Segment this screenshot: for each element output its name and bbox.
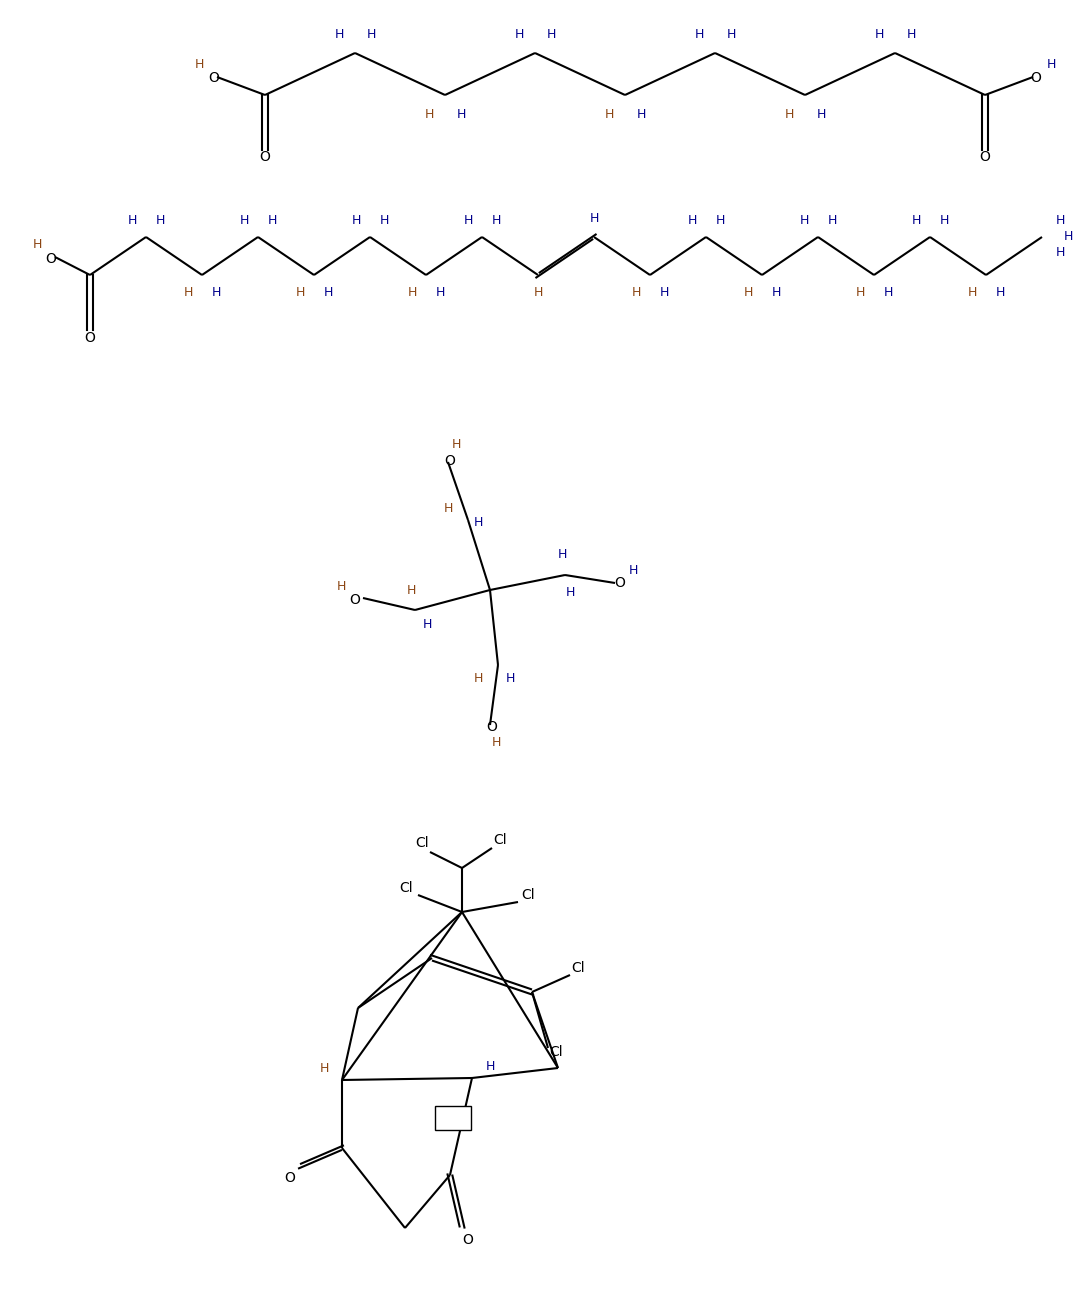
Text: O: O <box>462 1233 473 1248</box>
Text: H: H <box>906 29 916 42</box>
Text: H: H <box>694 29 704 42</box>
Text: H: H <box>492 737 500 750</box>
Text: H: H <box>566 587 574 600</box>
Text: H: H <box>514 29 523 42</box>
Text: H: H <box>451 438 461 451</box>
Text: As: As <box>446 1112 460 1124</box>
Text: O: O <box>259 150 270 164</box>
Text: H: H <box>715 213 725 226</box>
Text: H: H <box>422 619 432 632</box>
Text: H: H <box>856 286 864 299</box>
Text: H: H <box>319 1062 329 1074</box>
Text: H: H <box>473 516 483 529</box>
Text: H: H <box>637 108 645 121</box>
Text: H: H <box>827 213 837 226</box>
Text: H: H <box>628 565 638 578</box>
Text: H: H <box>351 213 361 226</box>
Text: O: O <box>284 1171 295 1184</box>
Text: H: H <box>335 29 343 42</box>
Text: Cl: Cl <box>493 833 507 848</box>
Text: H: H <box>995 286 1005 299</box>
Text: H: H <box>726 29 736 42</box>
Text: H: H <box>407 583 415 596</box>
Text: H: H <box>1055 246 1065 259</box>
Text: H: H <box>408 286 416 299</box>
Text: H: H <box>444 501 452 515</box>
Text: H: H <box>967 286 977 299</box>
Text: O: O <box>85 332 96 345</box>
Text: H: H <box>772 286 780 299</box>
Text: H: H <box>457 108 465 121</box>
Text: H: H <box>33 238 41 251</box>
Text: H: H <box>659 286 668 299</box>
Text: H: H <box>485 1059 495 1073</box>
Text: H: H <box>194 58 204 71</box>
Text: H: H <box>816 108 826 121</box>
FancyBboxPatch shape <box>435 1105 471 1130</box>
Text: O: O <box>350 594 361 607</box>
Text: H: H <box>337 579 346 592</box>
Text: H: H <box>590 212 598 225</box>
Text: H: H <box>604 108 614 121</box>
Text: H: H <box>379 213 389 226</box>
Text: H: H <box>1064 230 1073 243</box>
Text: H: H <box>533 287 543 300</box>
Text: H: H <box>557 549 567 562</box>
Text: Cl: Cl <box>399 880 413 895</box>
Text: Cl: Cl <box>521 888 535 901</box>
Text: O: O <box>46 251 57 266</box>
Text: H: H <box>473 672 483 686</box>
Text: H: H <box>546 29 556 42</box>
Text: H: H <box>240 213 249 226</box>
Text: H: H <box>1046 58 1056 71</box>
Text: H: H <box>883 286 893 299</box>
Text: H: H <box>1055 215 1065 228</box>
Text: H: H <box>799 213 809 226</box>
Text: H: H <box>435 286 445 299</box>
Text: H: H <box>492 213 500 226</box>
Text: O: O <box>615 576 626 590</box>
Text: H: H <box>463 213 473 226</box>
Text: H: H <box>128 213 136 226</box>
Text: H: H <box>211 286 220 299</box>
Text: H: H <box>366 29 376 42</box>
Text: O: O <box>445 454 456 468</box>
Text: O: O <box>980 150 991 164</box>
Text: H: H <box>785 108 794 121</box>
Text: H: H <box>743 286 753 299</box>
Text: H: H <box>688 213 697 226</box>
Text: Cl: Cl <box>571 961 585 975</box>
Text: H: H <box>940 213 948 226</box>
Text: Cl: Cl <box>415 836 428 850</box>
Text: H: H <box>506 672 514 686</box>
Text: H: H <box>267 213 277 226</box>
Text: H: H <box>424 108 434 121</box>
Text: H: H <box>324 286 332 299</box>
Text: H: H <box>911 213 921 226</box>
Text: O: O <box>486 720 497 734</box>
Text: O: O <box>1030 71 1041 86</box>
Text: O: O <box>208 71 219 86</box>
Text: H: H <box>295 286 305 299</box>
Text: H: H <box>874 29 884 42</box>
Text: H: H <box>631 286 641 299</box>
Text: Cl: Cl <box>549 1045 562 1059</box>
Text: H: H <box>155 213 165 226</box>
Text: H: H <box>183 286 193 299</box>
